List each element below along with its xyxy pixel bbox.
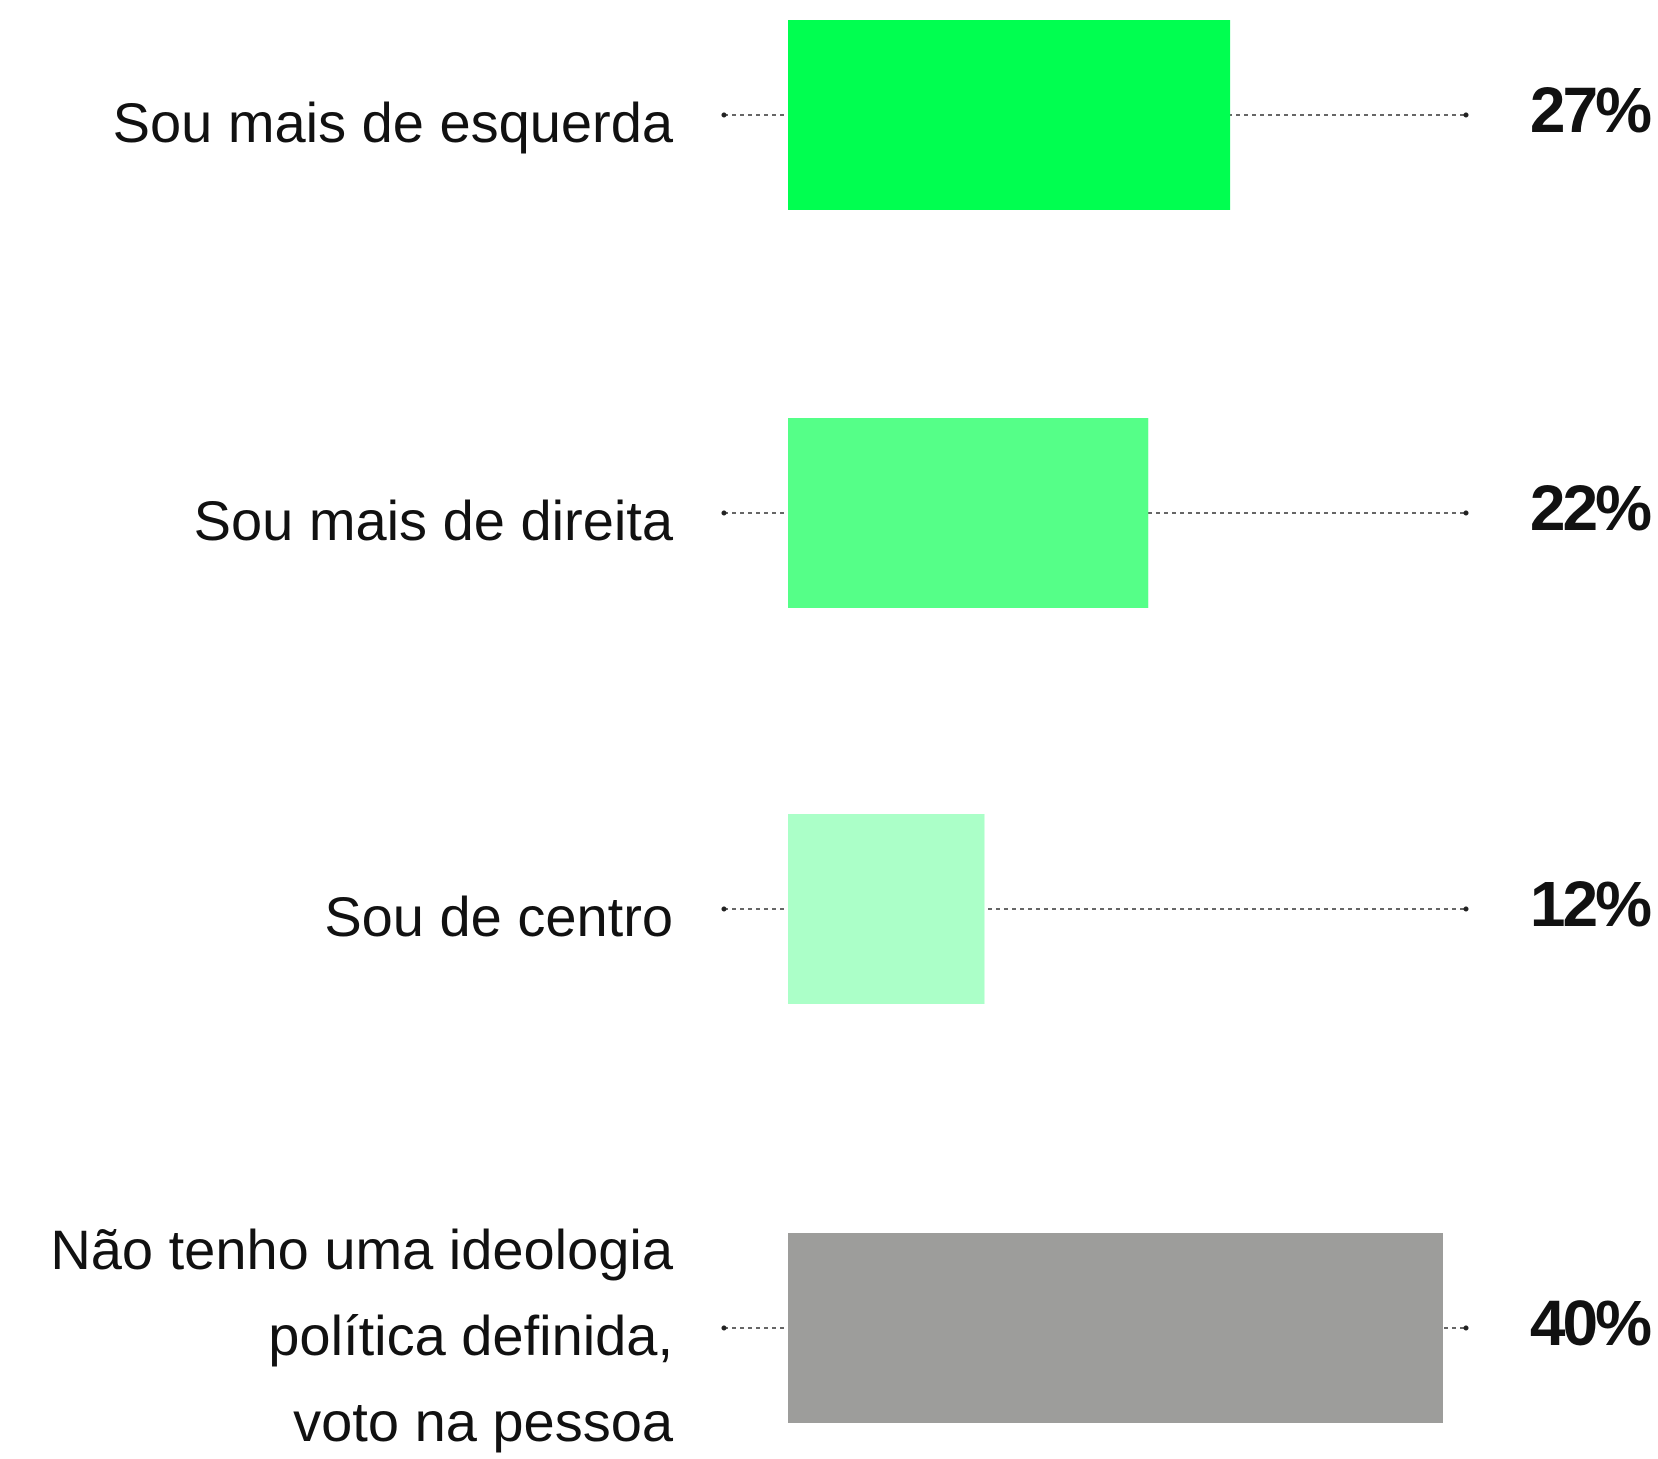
bar <box>788 814 985 1004</box>
guide-dot <box>1463 906 1469 912</box>
guide-dot <box>721 112 727 118</box>
value-label: 12% <box>1530 868 1651 940</box>
bar <box>788 20 1231 210</box>
guide-dot <box>721 906 727 912</box>
value-label: 22% <box>1530 472 1651 544</box>
value-label: 27% <box>1530 74 1651 146</box>
guide-dot <box>1463 1325 1469 1331</box>
guide-dot <box>1463 510 1469 516</box>
category-label: política definida, <box>268 1304 673 1367</box>
guide-dot <box>721 1325 727 1331</box>
bar <box>788 1233 1443 1423</box>
category-label: Sou de centro <box>324 885 673 948</box>
category-label: voto na pessoa <box>293 1390 674 1453</box>
category-label: Sou mais de esquerda <box>113 91 674 154</box>
category-label: Sou mais de direita <box>194 489 674 552</box>
bar <box>788 418 1149 608</box>
guide-dot <box>721 510 727 516</box>
category-label: Não tenho uma ideologia <box>50 1218 674 1281</box>
value-label: 40% <box>1530 1287 1651 1359</box>
guide-dot <box>1463 112 1469 118</box>
